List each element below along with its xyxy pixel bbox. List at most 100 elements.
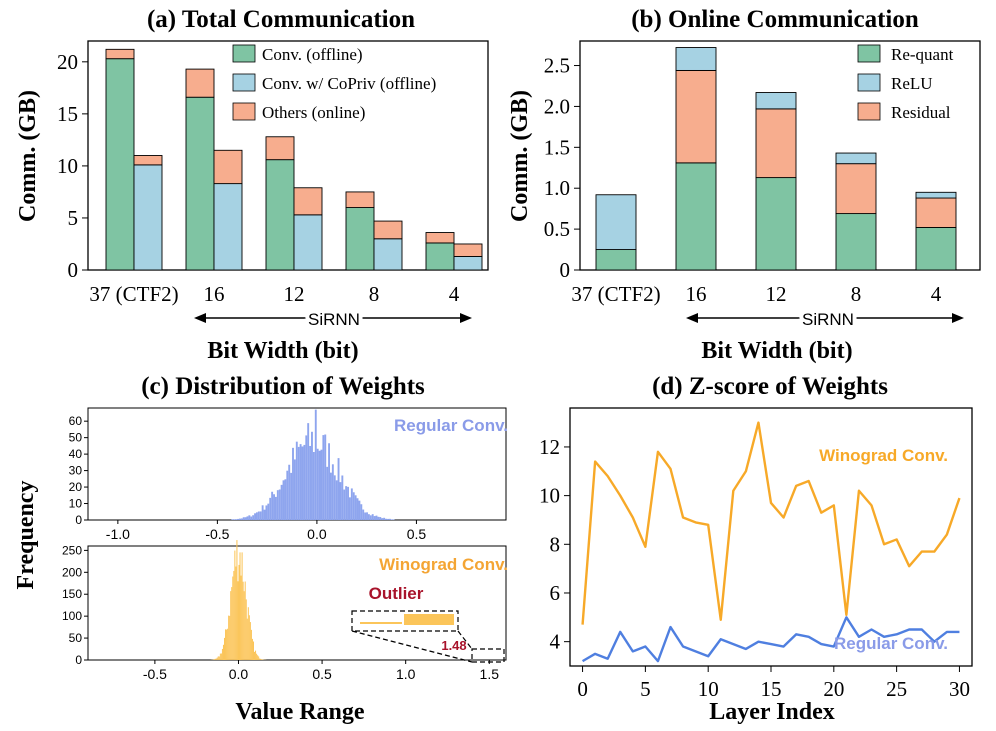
ytick-d-1: 6 [550, 581, 561, 605]
hist-1-bin-47 [245, 599, 247, 660]
xtick-a-1: 16 [204, 282, 225, 306]
bar-b-1-seg-1 [675, 69, 717, 164]
hist-1-bin-48 [246, 618, 248, 660]
hist-1-xtick-1: 0.0 [229, 666, 249, 682]
bar-a-3-0-seg-1 [345, 191, 375, 208]
hist-0-ytick-1: 10 [69, 497, 83, 511]
hist-0-bin-53 [271, 491, 274, 520]
hist-0-ytick-2: 20 [69, 480, 83, 494]
hist-0-bin-34 [235, 519, 238, 520]
bar-b-0-seg-2 [595, 194, 637, 251]
hist-1-ytick-2: 100 [62, 609, 82, 623]
hist-0-bin-79 [320, 449, 323, 520]
bar-b-3-seg-2 [835, 152, 877, 165]
hist-0-bin-54 [273, 494, 275, 520]
hist-0-bin-112 [383, 517, 386, 520]
panel-c-outlier-label: Outlier [369, 584, 424, 603]
hist-0-bin-69 [301, 446, 304, 520]
xtick-d-3: 15 [761, 677, 782, 701]
hist-0-bin-48 [261, 505, 264, 520]
panel-d-winograd-label: Winograd Conv. [819, 446, 948, 465]
hist-0-xtick-1: -0.5 [205, 526, 229, 542]
hist-0-bin-36 [238, 518, 241, 520]
hist-1-bin-29 [227, 628, 229, 660]
hist-0-bin-52 [269, 497, 272, 520]
ytick-a-0: 0 [68, 258, 79, 282]
panel-a-title: (a) Total Communication [147, 6, 415, 33]
bar-a-2-1-seg-0 [293, 214, 323, 271]
hist-0-bin-33 [233, 519, 236, 520]
hist-1-bin-40 [238, 564, 240, 660]
panel-b-online-communication: (b) Online Communication 0 0.5 1.0 1.5 2.0 2.… [507, 6, 981, 364]
hist-0-bin-115 [388, 518, 391, 520]
hist-1-bin-33 [231, 587, 233, 660]
hist-1-ytick-3: 150 [62, 587, 82, 601]
hist-1-bin-58 [257, 655, 259, 660]
hist-0-bin-97 [354, 495, 357, 520]
bar-a-4-0-seg-1 [425, 232, 455, 244]
hist-1-bin-18 [215, 658, 217, 660]
hist-1-bin-37 [235, 566, 237, 660]
panel-b-sirnn-label: SiRNN [802, 310, 854, 329]
ytick-b-2: 1.0 [544, 176, 570, 200]
xtick-b-0: 37 (CTF2) [571, 282, 660, 306]
hist-0-bin-85 [331, 464, 334, 520]
hist-0-bin-50 [265, 505, 268, 520]
panel-b-legend: Re-quant ReLU Residual [857, 44, 954, 122]
hist-0-bin-114 [386, 518, 389, 520]
hist-0-bin-94 [348, 497, 351, 520]
panel-c-winograd-label: Winograd Conv. [379, 555, 508, 574]
hist-0-bin-93 [347, 486, 349, 520]
hist-0-bin-73 [309, 445, 312, 520]
hist-1-bin-55 [253, 651, 256, 660]
legend-a-swatch-2 [232, 102, 256, 121]
hist-0-bin-67 [297, 446, 300, 520]
bar-a-4-0-seg-0 [425, 242, 455, 271]
hist-0-bin-109 [377, 516, 380, 520]
hist-1-bin-49 [247, 607, 249, 660]
bar-a-1-1-seg-1 [213, 149, 243, 185]
hist-0-bin-58 [280, 484, 283, 520]
xtick-a-4: 4 [449, 282, 460, 306]
hist-0-bin-44 [254, 513, 256, 520]
hist-0-bin-81 [324, 434, 327, 520]
ytick-a-2: 10 [57, 154, 78, 178]
hist-0-bin-99 [358, 500, 361, 520]
legend-b-label-2: Residual [891, 103, 951, 122]
bar-a-0-0-seg-0 [105, 58, 135, 271]
line-d-winograd-conv- [581, 421, 961, 625]
bar-a-4-1-seg-1 [453, 243, 483, 257]
ytick-b-3: 1.5 [544, 135, 570, 159]
hist-0-bin-96 [352, 492, 355, 520]
hist-1-xtick-4: 1.5 [480, 666, 500, 682]
bar-b-1-seg-0 [675, 162, 717, 271]
hist-0-bin-71 [305, 435, 308, 520]
hist-1-ytick-4: 200 [62, 565, 82, 579]
ytick-a-4: 20 [57, 50, 78, 74]
hist-0-bin-35 [237, 518, 239, 520]
hist-0-bin-95 [350, 488, 353, 520]
hist-1-bin-30 [228, 615, 230, 660]
xtick-a-3: 8 [369, 282, 380, 306]
hist-0-bin-83 [328, 443, 331, 520]
xtick-d-4: 20 [823, 677, 844, 701]
legend-a-label-2: Others (online) [262, 103, 365, 122]
hist-1-bin-45 [243, 591, 245, 660]
bar-a-1-0-seg-1 [185, 68, 215, 98]
hist-0-bin-102 [364, 512, 367, 520]
hist-1-bin-50 [248, 615, 250, 660]
hist-1-bin-43 [241, 552, 243, 660]
hist-0-bin-55 [274, 496, 277, 520]
legend-a-label-0: Conv. (offline) [262, 45, 363, 64]
hist-1-bin-21 [218, 656, 220, 660]
hist-0-bin-68 [299, 444, 302, 520]
bar-b-4-seg-2 [915, 191, 957, 199]
hist-0-bin-116 [390, 519, 393, 520]
panel-a-xlabel: Bit Width (bit) [207, 338, 358, 364]
hist-0-bin-56 [276, 490, 279, 520]
panel-b-title: (b) Online Communication [631, 6, 919, 33]
hist-0-bin-63 [290, 472, 293, 520]
bar-b-3-seg-1 [835, 163, 877, 215]
hist-0-bin-110 [379, 517, 382, 520]
